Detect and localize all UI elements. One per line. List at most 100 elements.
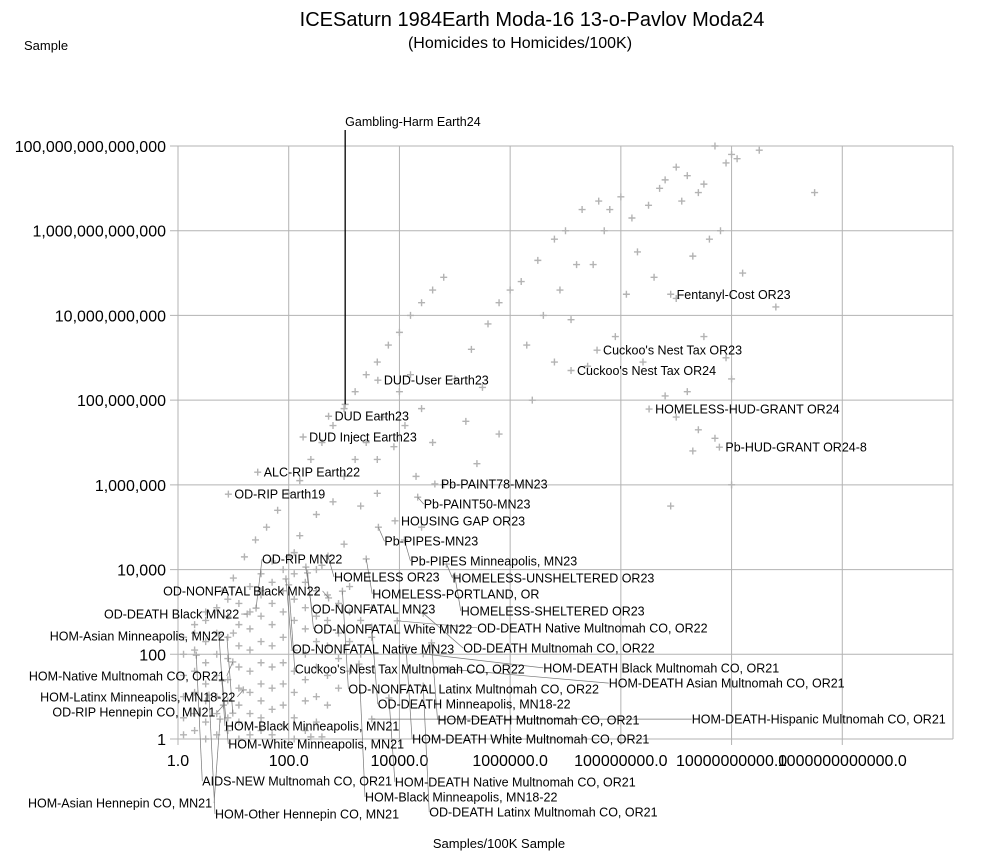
- data-point: [539, 311, 547, 319]
- labeled-data-point: [224, 490, 232, 498]
- data-point: [246, 646, 254, 654]
- data-label: OD-NONFATAL Black MN22: [163, 584, 320, 598]
- data-point: [362, 371, 370, 379]
- data-point: [307, 733, 315, 741]
- data-point: [290, 735, 298, 743]
- data-point: [301, 727, 309, 735]
- data-point: [246, 583, 254, 591]
- data-point: [323, 642, 331, 650]
- data-point: [257, 591, 265, 599]
- labeled-data-point: [593, 346, 601, 354]
- data-point: [229, 629, 237, 637]
- labeled-data-point: [667, 290, 675, 298]
- data-point: [589, 261, 597, 269]
- data-point: [700, 180, 708, 188]
- data-point: [705, 235, 713, 243]
- data-label: AIDS-NEW Multnomah CO, OR21: [202, 775, 392, 789]
- label-leader-line: [378, 527, 385, 542]
- data-label: Pb-PAINT50-MN23: [424, 498, 531, 512]
- x-tick-label: 10000000000.0: [676, 753, 787, 770]
- data-point: [722, 159, 730, 167]
- y-tick-label: 100,000,000,000,000: [15, 139, 166, 156]
- data-point: [279, 680, 287, 688]
- data-point: [312, 612, 320, 620]
- data-label: HOMELESS-HUD-GRANT OR24: [655, 403, 840, 417]
- label-leader-line: [365, 558, 373, 595]
- data-point: [246, 710, 254, 718]
- callout-label: Gambling-Harm Earth24: [345, 115, 481, 129]
- data-point: [307, 455, 315, 463]
- y-tick-label: 1: [157, 732, 166, 749]
- data-point: [235, 684, 243, 692]
- data-point: [689, 447, 697, 455]
- data-point: [246, 688, 254, 696]
- data-point: [191, 629, 199, 637]
- data-point: [811, 189, 819, 197]
- data-point: [473, 460, 481, 468]
- data-label: OD-NONFATAL Latinx Multnomah CO, OR22: [348, 683, 599, 697]
- data-point: [318, 561, 326, 569]
- data-point: [290, 595, 298, 603]
- x-tick-label: 10000.0: [371, 753, 429, 770]
- data-point: [312, 638, 320, 646]
- data-point: [368, 604, 376, 612]
- data-point: [268, 663, 276, 671]
- x-tick-label: 1000000000000.0: [778, 753, 907, 770]
- data-label: HOM-Asian Minneapolis, MN22: [50, 630, 225, 644]
- x-tick-label: 100.0: [269, 753, 309, 770]
- labeled-data-point: [431, 480, 439, 488]
- data-labels: Gambling-Harm Earth24 Fentanyl-Cost OR23 C…: [28, 115, 946, 821]
- data-point: [728, 481, 736, 489]
- data-point: [407, 311, 414, 319]
- data-label: Pb-PAINT78-MN23: [441, 478, 548, 492]
- data-point: [191, 710, 199, 718]
- data-point: [340, 540, 348, 548]
- data-point: [312, 566, 320, 574]
- data-point: [180, 633, 188, 641]
- data-label: HOMELESS OR23: [334, 571, 440, 585]
- data-point: [395, 328, 403, 336]
- data-point: [274, 506, 282, 514]
- data-point: [495, 299, 503, 307]
- data-point: [418, 405, 426, 413]
- data-point: [628, 214, 636, 222]
- data-point: [678, 197, 686, 205]
- data-point: [235, 735, 243, 743]
- label-leader-line: [285, 578, 293, 649]
- data-point: [285, 489, 293, 497]
- data-point: [257, 638, 265, 646]
- data-point: [711, 142, 719, 150]
- data-point: [478, 383, 486, 391]
- data-point: [667, 502, 675, 510]
- data-point: [252, 536, 259, 544]
- data-point: [235, 621, 243, 629]
- label-leader-line: [226, 661, 234, 677]
- data-label: Pb-PIPES Minneapolis, MN23: [410, 554, 577, 568]
- label-leader-line: [195, 655, 203, 782]
- data-point: [562, 227, 569, 235]
- data-point: [323, 671, 331, 679]
- data-label: HOM-White Minneapolis, MN21: [228, 737, 404, 751]
- data-point: [467, 345, 475, 353]
- data-label: HOMELESS-PORTLAND, OR: [372, 587, 539, 601]
- data-point: [495, 430, 503, 438]
- data-point: [528, 396, 536, 404]
- data-label: ALC-RIP Earth22: [264, 466, 360, 480]
- labeled-data-point: [414, 493, 422, 501]
- label-leader-line: [423, 653, 544, 669]
- data-point: [202, 616, 210, 624]
- data-point: [279, 633, 287, 641]
- data-point: [550, 358, 558, 366]
- data-point: [440, 481, 448, 489]
- labeled-data-point: [400, 536, 408, 544]
- data-point: [733, 155, 741, 163]
- data-point: [257, 697, 265, 705]
- labeled-data-point: [374, 523, 382, 531]
- data-point: [191, 688, 199, 696]
- data-point: [224, 655, 232, 663]
- data-point: [418, 523, 426, 531]
- data-point: [340, 405, 348, 413]
- data-point: [523, 341, 531, 349]
- label-leader-line: [327, 555, 335, 578]
- data-point: [312, 693, 320, 701]
